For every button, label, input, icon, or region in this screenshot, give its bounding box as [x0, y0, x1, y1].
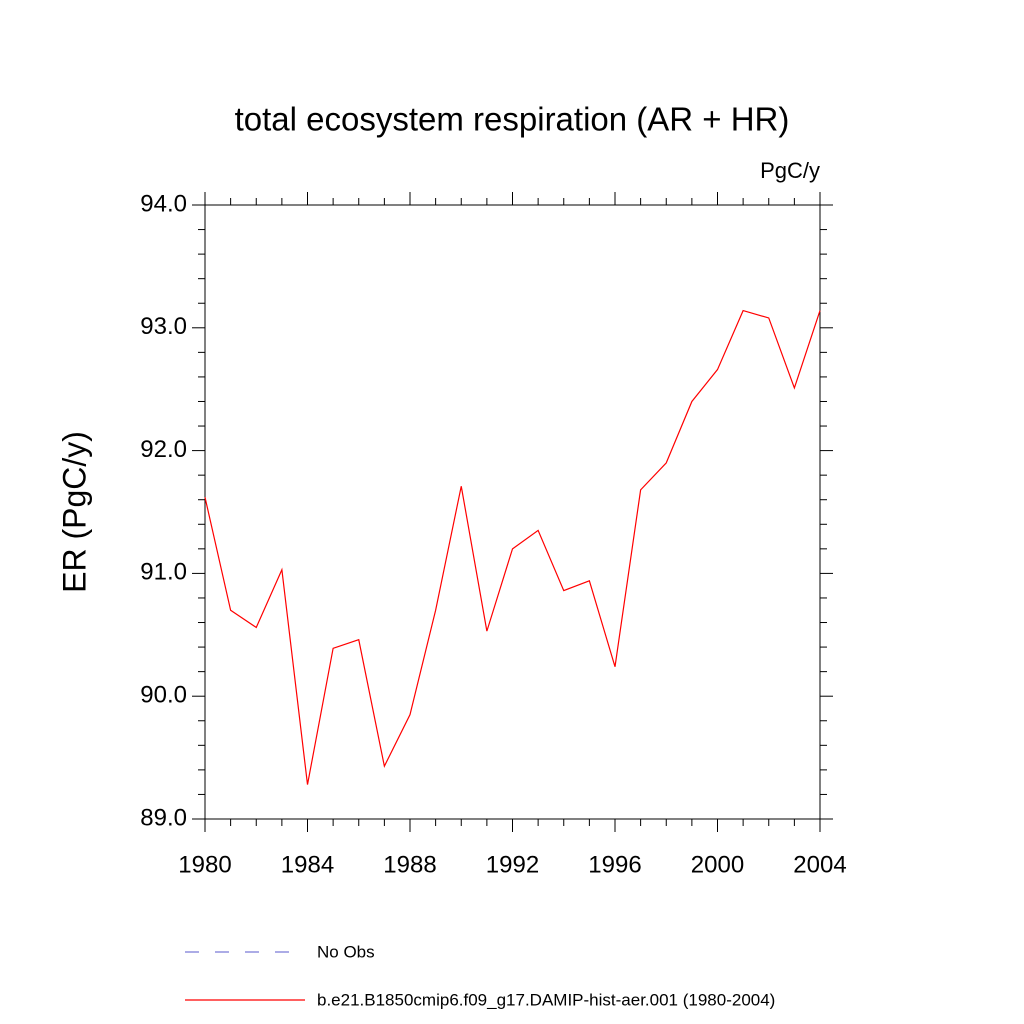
x-tick-label: 2004 — [793, 851, 846, 878]
x-tick-label: 1988 — [383, 851, 436, 878]
x-tick-label: 1992 — [486, 851, 539, 878]
legend-label: b.e21.B1850cmip6.f09_g17.DAMIP-hist-aer.… — [317, 990, 775, 1009]
y-tick-label: 89.0 — [140, 804, 187, 831]
y-axis-label: ER (PgC/y) — [56, 431, 92, 593]
x-tick-label: 1980 — [178, 851, 231, 878]
y-tick-label: 93.0 — [140, 313, 187, 340]
x-tick-label: 2000 — [691, 851, 744, 878]
y-tick-label: 94.0 — [140, 190, 187, 217]
plot-frame — [204, 204, 821, 820]
units-label: PgC/y — [760, 158, 820, 183]
y-tick-label: 90.0 — [140, 682, 187, 709]
line-series — [204, 309, 821, 785]
chart-title: total ecosystem respiration (AR + HR) — [235, 101, 790, 138]
y-tick-label: 92.0 — [140, 436, 187, 463]
x-tick-label: 1996 — [588, 851, 641, 878]
x-tick-label: 1984 — [281, 851, 334, 878]
y-tick-label: 91.0 — [140, 559, 187, 586]
legend-label: No Obs — [317, 942, 375, 961]
